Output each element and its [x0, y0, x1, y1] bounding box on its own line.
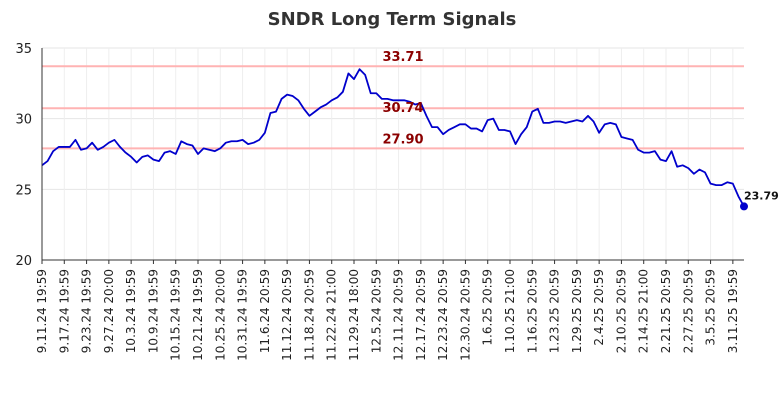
reference-label: 27.90	[382, 132, 423, 147]
x-tick-label: 11.6.24 20:59	[258, 269, 272, 353]
last-value-label: 23.79	[744, 189, 779, 202]
series-layer	[41, 68, 748, 211]
grid	[41, 47, 744, 261]
x-tick-label: 10.25.24 20:00	[213, 269, 227, 361]
x-tick-label: 2.4.25 20:59	[592, 269, 606, 346]
axes: 20 25 30 35 9.11.24 19:59 9.17.24 19:59 9.23.2…	[15, 42, 744, 361]
x-tick-label: 9.11.24 19:59	[35, 269, 49, 353]
x-tick-label: 1.6.25 20:59	[481, 269, 495, 346]
x-tick-label: 10.15.24 19:59	[169, 269, 183, 361]
x-tick-label: 11.22.24 21:00	[325, 269, 339, 361]
last-point	[740, 202, 748, 211]
y-tick-label: 30	[15, 113, 32, 128]
x-tick-label: 2.27.25 20:59	[681, 269, 695, 353]
x-tick-label: 9.27.24 20:00	[102, 269, 116, 353]
x-tick-label: 2.14.25 21:00	[637, 269, 651, 353]
x-tick-label: 11.18.24 20:59	[302, 269, 316, 361]
x-tick-label: 11.12.24 20:59	[280, 269, 294, 361]
x-tick-label: 2.21.25 20:59	[659, 269, 673, 353]
reference-label-mid: 30.74	[382, 101, 423, 116]
x-tick-label: 11.29.24 18:00	[347, 269, 361, 361]
x-tick-label: 12.30.24 20:59	[458, 269, 472, 361]
y-tick-label: 35	[15, 42, 32, 57]
x-tick-label: 3.5.25 20:59	[704, 269, 718, 346]
x-tick-label: 3.11.25 19:59	[726, 269, 740, 353]
x-tick-label: 1.29.25 20:59	[570, 269, 584, 353]
chart-title: SNDR Long Term Signals	[268, 9, 517, 30]
x-tick-label: 12.11.24 20:59	[392, 269, 406, 361]
series-line	[41, 68, 745, 207]
reference-lines	[42, 65, 744, 150]
y-tick-label: 20	[15, 254, 32, 269]
x-tick-label: 10.21.24 19:59	[191, 269, 205, 361]
x-tick-label: 10.3.24 19:59	[124, 269, 138, 353]
x-tick-label: 9.17.24 19:59	[57, 269, 71, 353]
x-tick-label: 1.23.25 20:59	[548, 269, 562, 353]
reference-label: 33.71	[382, 50, 423, 65]
labels: 33.71 27.90 30.74 23.79	[382, 50, 778, 202]
x-tick-label: 1.16.25 20:59	[525, 269, 539, 353]
x-tick-label: 12.5.24 20:59	[369, 269, 383, 353]
y-tick-label: 25	[15, 183, 32, 198]
x-tick-label: 12.17.24 20:59	[414, 269, 428, 361]
x-tick-label: 1.10.25 21:00	[503, 269, 517, 353]
x-tick-label: 9.23.24 19:59	[80, 269, 94, 353]
x-tick-label: 10.31.24 19:59	[236, 269, 250, 361]
x-tick-label: 2.10.25 20:59	[614, 269, 628, 353]
x-tick-label: 10.9.24 19:59	[146, 269, 160, 353]
x-tick-label: 12.23.24 20:59	[436, 269, 450, 361]
